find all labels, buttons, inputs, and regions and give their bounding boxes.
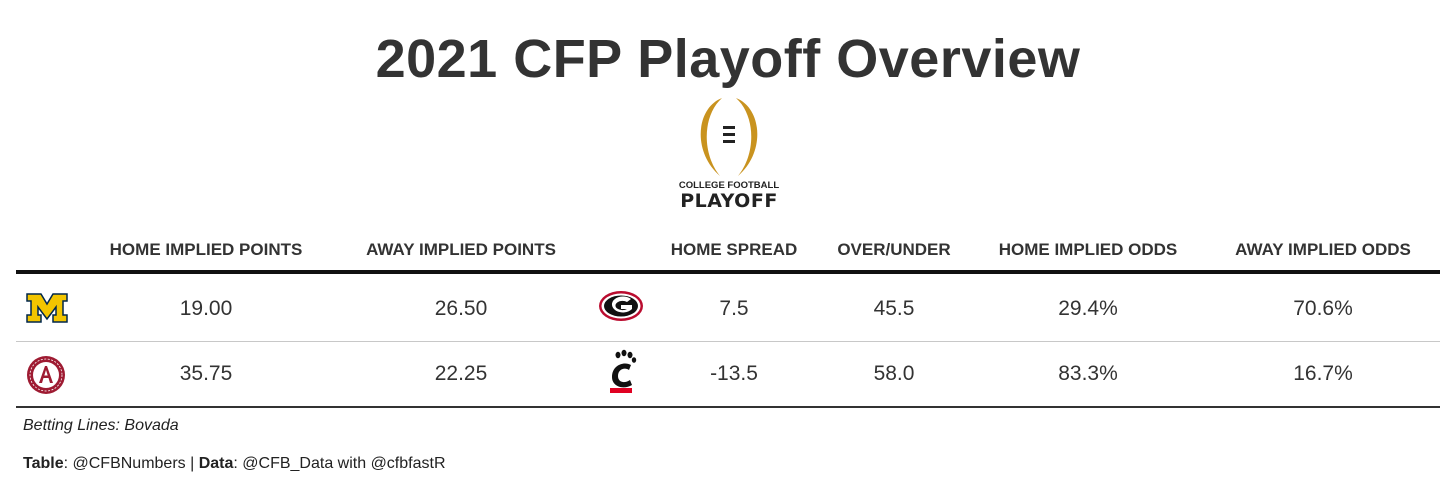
cfp-trophy-icon xyxy=(700,98,758,176)
source-note: Betting Lines: Bovada xyxy=(23,417,179,434)
header-away-implied-odds: AWAY IMPLIED ODDS xyxy=(1235,240,1411,259)
credits-table-label: Table xyxy=(23,455,64,472)
header-over-under: OVER/UNDER xyxy=(837,240,951,259)
chart-title: 2021 CFP Playoff Overview xyxy=(375,29,1081,89)
cell-home-implied-points: 35.75 xyxy=(179,362,233,385)
header-away-implied-points: AWAY IMPLIED POINTS xyxy=(366,240,556,259)
table-top-rule xyxy=(16,270,1440,274)
cell-away-implied-odds: 70.6% xyxy=(1293,297,1353,320)
logo-line2: PLAYOFF xyxy=(680,190,778,212)
cell-home-spread: 7.5 xyxy=(719,297,749,320)
cincinnati-logo-icon xyxy=(610,349,637,393)
credits-data-value: : @CFB_Data with @cfbfastR xyxy=(233,455,446,472)
logo-line1: COLLEGE FOOTBALL xyxy=(678,180,780,191)
table-bottom-rule xyxy=(16,406,1440,408)
credits-table-value: : @CFBNumbers | xyxy=(63,455,199,472)
alabama-logo-icon xyxy=(27,356,65,394)
header-home-implied-points: HOME IMPLIED POINTS xyxy=(109,240,303,259)
cell-away-implied-points: 26.50 xyxy=(434,297,488,320)
credits-data-label: Data xyxy=(198,455,234,472)
cell-away-implied-odds: 16.7% xyxy=(1293,362,1353,385)
credits-note: Table: @CFBNumbers | Data: @CFB_Data wit… xyxy=(23,455,446,473)
cfp-logo: COLLEGE FOOTBALL PLAYOFF xyxy=(678,96,780,214)
cell-over-under: 45.5 xyxy=(873,297,915,320)
cell-home-spread: -13.5 xyxy=(710,362,758,385)
georgia-logo-icon xyxy=(599,291,643,321)
cell-over-under: 58.0 xyxy=(873,362,915,385)
cell-home-implied-points: 19.00 xyxy=(179,297,233,320)
cell-home-implied-odds: 83.3% xyxy=(1058,362,1118,385)
cell-home-implied-odds: 29.4% xyxy=(1058,297,1118,320)
michigan-logo-icon xyxy=(26,293,68,323)
header-home-implied-odds: HOME IMPLIED ODDS xyxy=(998,240,1178,259)
cell-away-implied-points: 22.25 xyxy=(434,362,488,385)
header-home-spread: HOME SPREAD xyxy=(670,240,798,259)
table-row-divider xyxy=(16,341,1440,342)
